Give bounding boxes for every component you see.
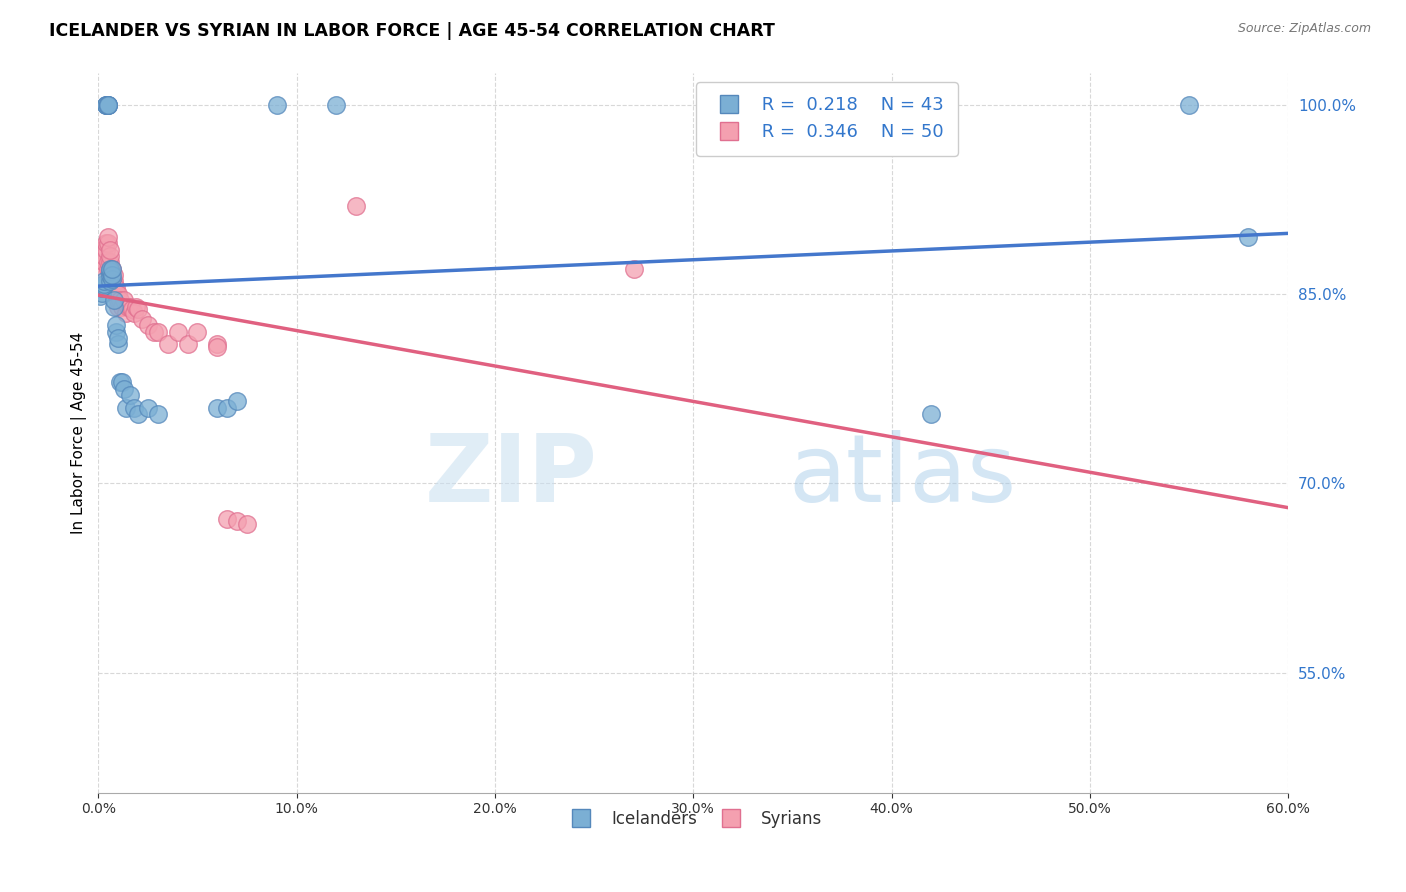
Point xyxy=(107,293,129,308)
Point xyxy=(127,302,149,317)
Point xyxy=(186,325,208,339)
Point xyxy=(97,97,120,112)
Point xyxy=(103,274,125,288)
Point xyxy=(207,340,229,354)
Point xyxy=(105,280,128,294)
Point xyxy=(156,337,179,351)
Point xyxy=(97,236,120,251)
Point xyxy=(101,274,124,288)
Point xyxy=(1178,97,1201,112)
Point xyxy=(142,325,165,339)
Point xyxy=(103,300,125,314)
Point xyxy=(103,293,125,308)
Point xyxy=(93,279,115,293)
Point xyxy=(97,97,120,112)
Point xyxy=(97,261,120,276)
Point xyxy=(325,97,347,112)
Point xyxy=(207,337,229,351)
Point xyxy=(101,261,124,276)
Point xyxy=(217,511,239,525)
Point xyxy=(91,285,114,300)
Point xyxy=(96,97,118,112)
Point xyxy=(91,261,114,276)
Point xyxy=(101,261,124,276)
Point xyxy=(623,261,645,276)
Point xyxy=(122,401,145,415)
Point xyxy=(98,243,121,257)
Point xyxy=(217,401,239,415)
Point xyxy=(97,97,120,112)
Point xyxy=(93,249,115,263)
Point xyxy=(120,300,142,314)
Point xyxy=(107,300,129,314)
Point xyxy=(115,306,138,320)
Point xyxy=(91,280,114,294)
Point xyxy=(105,325,128,339)
Point xyxy=(236,516,259,531)
Point xyxy=(121,302,143,317)
Point xyxy=(89,289,111,303)
Point xyxy=(93,274,115,288)
Point xyxy=(125,300,148,314)
Text: ICELANDER VS SYRIAN IN LABOR FORCE | AGE 45-54 CORRELATION CHART: ICELANDER VS SYRIAN IN LABOR FORCE | AGE… xyxy=(49,22,775,40)
Legend: Icelanders, Syrians: Icelanders, Syrians xyxy=(558,804,828,835)
Point xyxy=(146,325,169,339)
Point xyxy=(107,331,129,345)
Point xyxy=(98,274,121,288)
Point xyxy=(112,382,135,396)
Point xyxy=(226,394,249,409)
Point xyxy=(117,300,139,314)
Point xyxy=(89,280,111,294)
Point xyxy=(96,243,118,257)
Point xyxy=(101,268,124,282)
Point xyxy=(344,198,367,212)
Point xyxy=(131,312,153,326)
Point xyxy=(111,300,134,314)
Point xyxy=(108,293,131,308)
Point xyxy=(97,97,120,112)
Point xyxy=(93,255,115,269)
Point xyxy=(226,514,249,528)
Point xyxy=(920,407,942,421)
Point xyxy=(127,407,149,421)
Point xyxy=(96,97,118,112)
Point xyxy=(101,272,124,286)
Text: ZIP: ZIP xyxy=(425,430,598,522)
Point xyxy=(98,261,121,276)
Point xyxy=(98,255,121,269)
Text: atlas: atlas xyxy=(789,430,1017,522)
Point xyxy=(112,293,135,308)
Point xyxy=(115,401,138,415)
Point xyxy=(107,287,129,301)
Point xyxy=(108,376,131,390)
Point xyxy=(266,97,288,112)
Point xyxy=(111,376,134,390)
Point xyxy=(120,388,142,402)
Point xyxy=(105,287,128,301)
Y-axis label: In Labor Force | Age 45-54: In Labor Force | Age 45-54 xyxy=(72,332,87,534)
Point xyxy=(97,255,120,269)
Point xyxy=(176,337,198,351)
Text: Source: ZipAtlas.com: Source: ZipAtlas.com xyxy=(1237,22,1371,36)
Point xyxy=(97,230,120,244)
Point xyxy=(122,306,145,320)
Point xyxy=(98,268,121,282)
Point xyxy=(105,318,128,333)
Point xyxy=(107,337,129,351)
Point xyxy=(103,280,125,294)
Point xyxy=(136,401,159,415)
Point xyxy=(96,236,118,251)
Point xyxy=(101,280,124,294)
Point xyxy=(96,97,118,112)
Point xyxy=(91,243,114,257)
Point xyxy=(207,401,229,415)
Point xyxy=(93,277,115,291)
Point xyxy=(98,264,121,278)
Point xyxy=(146,407,169,421)
Point xyxy=(136,318,159,333)
Point xyxy=(1237,230,1260,244)
Point xyxy=(98,249,121,263)
Point xyxy=(103,268,125,282)
Point xyxy=(166,325,188,339)
